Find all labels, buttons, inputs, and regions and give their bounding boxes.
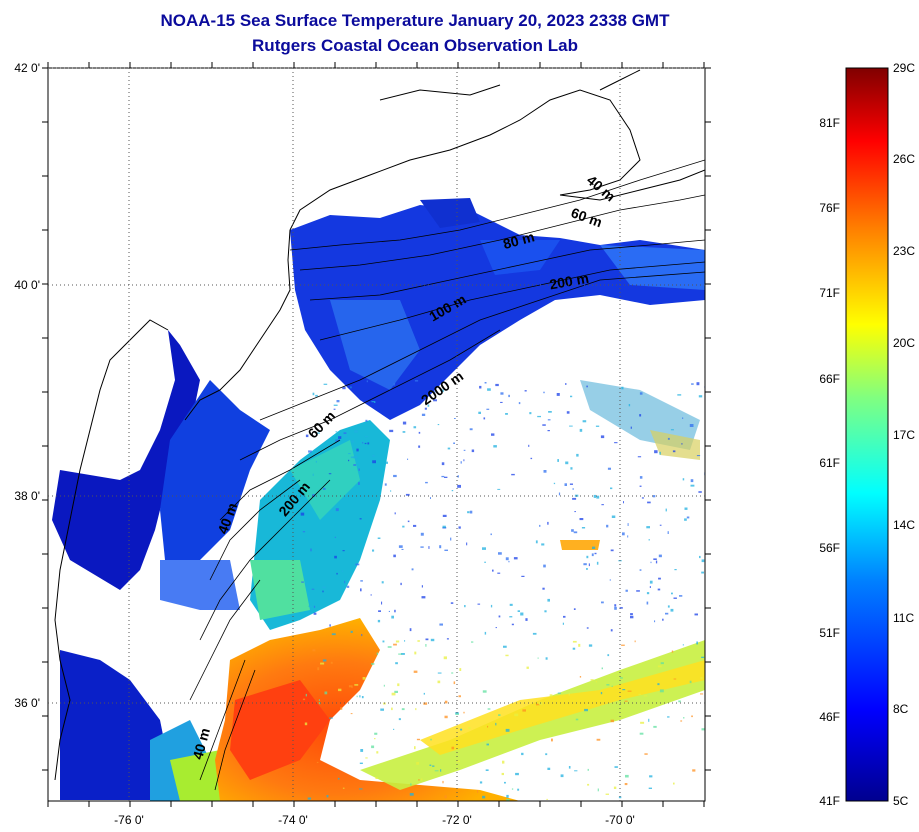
chart-title: NOAA-15 Sea Surface Temperature January … xyxy=(160,11,670,30)
colorbar-c-label: 8C xyxy=(893,702,909,716)
colorbar-f-label: 46F xyxy=(819,710,840,724)
sst-bay-region xyxy=(52,330,200,590)
colorbar-c-label: 23C xyxy=(893,244,915,258)
colorbar-c-label: 17C xyxy=(893,428,915,442)
colorbar-c-label: 29C xyxy=(893,61,915,75)
colorbar-c-label: 14C xyxy=(893,518,915,532)
lon-tick-label: -72 0' xyxy=(442,813,472,827)
colorbar xyxy=(845,67,889,802)
colorbar-f-label: 81F xyxy=(819,116,840,130)
chart-subtitle: Rutgers Coastal Ocean Observation Lab xyxy=(252,36,578,55)
lon-tick-label: -76 0' xyxy=(114,813,144,827)
colorbar-labels: 81F 76F 71F 66F 61F 56F 51F 46F 41F 29C 26C 23C 20C 1… xyxy=(819,61,915,808)
colorbar-c-label: 20C xyxy=(893,336,915,350)
colorbar-c-label: 5C xyxy=(893,794,909,808)
lat-tick-label: 40 0' xyxy=(14,278,40,292)
lon-tick-label: -74 0' xyxy=(278,813,308,827)
sst-speckle xyxy=(300,380,705,801)
colorbar-c-label: 26C xyxy=(893,152,915,166)
colorbar-c-label: 11C xyxy=(893,611,914,625)
lat-tick-label: 38 0' xyxy=(14,489,40,503)
colorbar-f-label: 76F xyxy=(819,201,840,215)
contour-label: 200 m xyxy=(548,270,590,293)
lat-tick-label: 42 0' xyxy=(14,61,40,75)
colorbar-f-label: 51F xyxy=(819,626,840,640)
coastline xyxy=(54,89,641,781)
lon-tick-label: -70 0' xyxy=(605,813,635,827)
axis-labels: -76 0' -74 0' -72 0' -70 0' 42 0' 40 0' 38 0' 3… xyxy=(14,61,634,827)
colorbar-f-label: 56F xyxy=(819,541,840,555)
contour-label: 40 m xyxy=(189,726,213,761)
bathymetry-contours xyxy=(189,159,705,791)
colorbar-f-label: 41F xyxy=(819,794,840,808)
lat-tick-label: 36 0' xyxy=(14,696,40,710)
graticule xyxy=(42,62,711,807)
colorbar-f-label: 66F xyxy=(819,372,840,386)
contour-label: 80 m xyxy=(501,228,536,252)
colorbar-f-label: 71F xyxy=(819,286,840,300)
colorbar-f-label: 61F xyxy=(819,456,840,470)
